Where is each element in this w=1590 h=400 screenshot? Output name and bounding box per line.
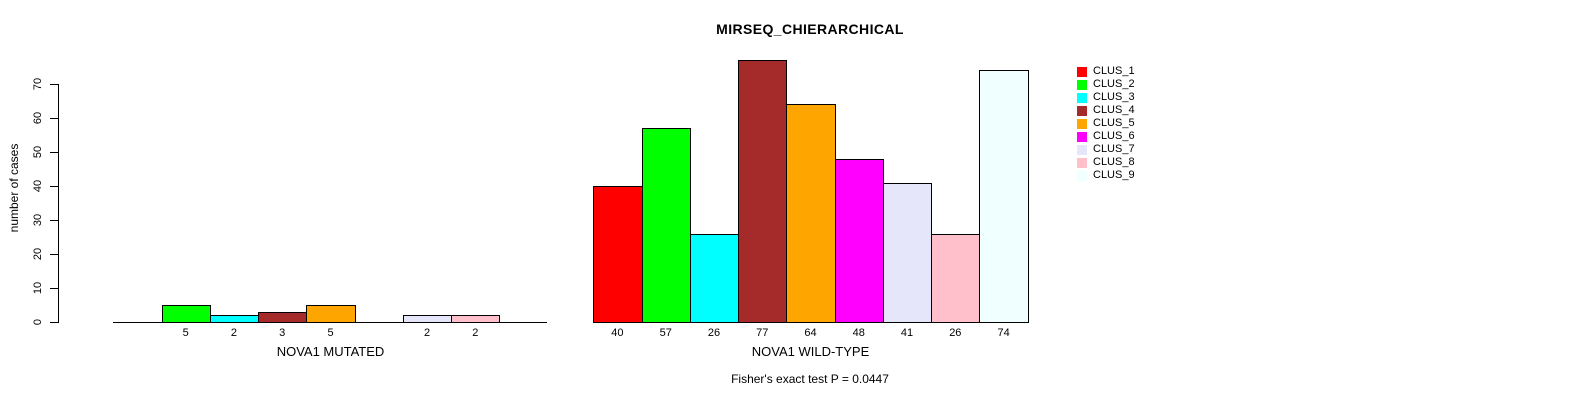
footnote-fisher-test: Fisher's exact test P = 0.0447 [731, 372, 889, 386]
legend-item: CLUS_7 [1077, 143, 1135, 156]
bar-nova1-mutated-clus-4 [258, 312, 307, 323]
legend-label: CLUS_5 [1093, 117, 1135, 129]
y-tick-label: 30 [32, 213, 44, 227]
legend-swatch-clus-1 [1077, 66, 1087, 77]
legend-item: CLUS_2 [1077, 78, 1135, 91]
bar-nova1-mutated-clus-2 [162, 305, 211, 323]
bar-nova1-wild-type-clus-1 [593, 186, 643, 323]
legend-label: CLUS_7 [1093, 143, 1135, 155]
legend-item: CLUS_6 [1077, 130, 1135, 143]
chart-title: MIRSEQ_CHIERARCHICAL [716, 21, 904, 37]
bar-value-label: 26 [707, 327, 721, 339]
legend-label: CLUS_1 [1093, 65, 1135, 77]
y-tick [50, 288, 58, 289]
y-axis-line [58, 84, 59, 323]
legend-swatch-clus-6 [1077, 131, 1087, 142]
legend-label: CLUS_4 [1093, 104, 1135, 116]
bar-value-label: 77 [756, 327, 769, 339]
bar-nova1-wild-type-clus-2 [642, 128, 691, 323]
legend-swatch-clus-9 [1077, 170, 1087, 181]
bar-nova1-wild-type-clus-9 [979, 70, 1029, 323]
legend-item: CLUS_8 [1077, 156, 1135, 169]
bar-value-label: 2 [472, 327, 479, 339]
bar-value-label: 57 [659, 327, 672, 339]
y-tick-label: 0 [32, 318, 44, 326]
legend-label: CLUS_6 [1093, 130, 1135, 142]
legend-item: CLUS_9 [1077, 169, 1135, 182]
x-axis-group-label-nova1-wild-type: NOVA1 WILD-TYPE [751, 344, 870, 359]
y-tick [50, 254, 58, 255]
y-tick [50, 220, 58, 221]
bar-value-label: 40 [611, 327, 624, 339]
bar-value-label: 3 [279, 327, 286, 339]
bar-value-label: 5 [327, 327, 334, 339]
y-tick [50, 84, 58, 85]
legend-item: CLUS_1 [1077, 65, 1135, 78]
y-tick-label: 60 [32, 111, 44, 125]
legend-item: CLUS_3 [1077, 91, 1135, 104]
legend-swatch-clus-2 [1077, 79, 1087, 90]
legend-label: CLUS_3 [1093, 91, 1135, 103]
legend-label: CLUS_9 [1093, 169, 1135, 181]
y-tick [50, 322, 58, 323]
y-tick-label: 20 [32, 247, 44, 261]
bar-nova1-wild-type-clus-6 [835, 159, 884, 323]
bar-nova1-mutated-clus-8 [451, 315, 500, 323]
bar-value-label: 74 [997, 327, 1010, 339]
y-tick [50, 118, 58, 119]
bar-nova1-wild-type-clus-3 [690, 234, 739, 323]
bar-value-label: 26 [949, 327, 962, 339]
legend-swatch-clus-7 [1077, 144, 1087, 155]
y-tick-label: 50 [32, 145, 44, 159]
bar-nova1-wild-type-clus-8 [931, 234, 980, 323]
legend-item: CLUS_4 [1077, 104, 1135, 117]
legend-label: CLUS_8 [1093, 156, 1135, 168]
bar-value-label: 64 [804, 327, 817, 339]
bar-value-label: 41 [900, 327, 914, 339]
legend-swatch-clus-4 [1077, 105, 1087, 116]
bar-nova1-wild-type-clus-7 [883, 183, 932, 323]
legend-label: CLUS_2 [1093, 78, 1135, 90]
bar-nova1-mutated-clus-7 [403, 315, 452, 323]
legend-swatch-clus-5 [1077, 118, 1087, 129]
y-tick-label: 70 [32, 77, 44, 91]
bar-value-label: 2 [423, 327, 431, 339]
x-axis-group-label-nova1-mutated: NOVA1 MUTATED [276, 344, 385, 359]
legend-item: CLUS_5 [1077, 117, 1135, 130]
y-tick-label: 40 [32, 179, 44, 193]
legend-swatch-clus-3 [1077, 92, 1087, 103]
y-tick [50, 186, 58, 187]
y-tick-label: 10 [32, 281, 44, 295]
bar-value-label: 2 [230, 327, 238, 339]
bar-value-label: 48 [852, 327, 865, 339]
bar-nova1-wild-type-clus-4 [738, 60, 787, 323]
legend-swatch-clus-8 [1077, 157, 1087, 168]
bar-nova1-mutated-clus-3 [210, 315, 259, 323]
bar-nova1-mutated-clus-5 [306, 305, 356, 323]
bar-value-label: 5 [182, 327, 189, 339]
y-tick [50, 152, 58, 153]
y-axis-label: number of cases [7, 143, 21, 233]
bar-nova1-wild-type-clus-5 [786, 104, 836, 323]
